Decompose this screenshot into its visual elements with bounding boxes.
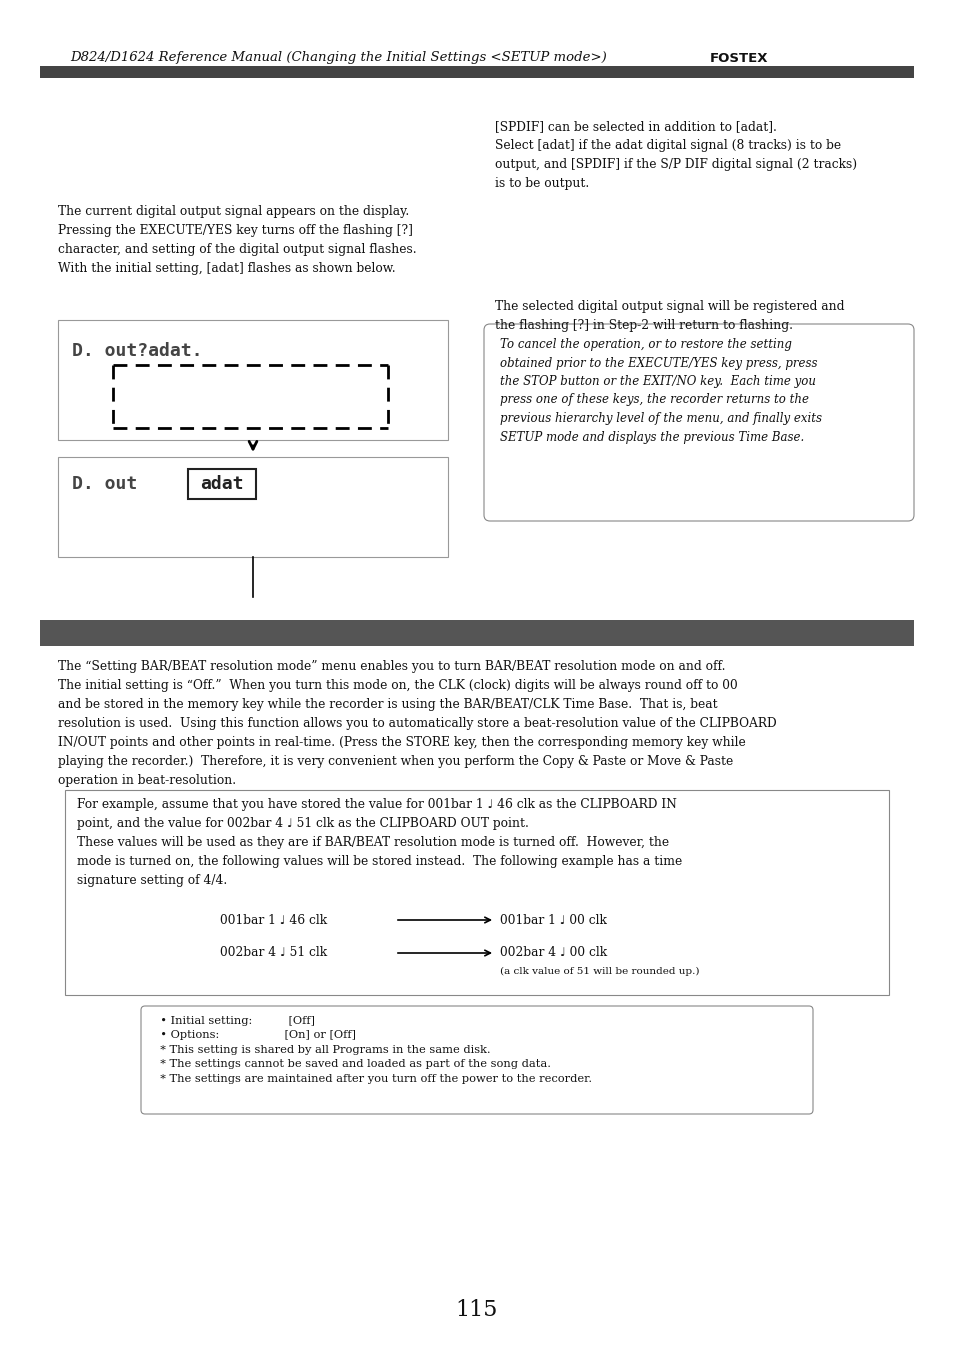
Bar bbox=[40, 66, 913, 78]
Text: To cancel the operation, or to restore the setting
obtained prior to the EXECUTE: To cancel the operation, or to restore t… bbox=[499, 338, 821, 443]
Text: 001bar 1 ♩ 46 clk: 001bar 1 ♩ 46 clk bbox=[220, 913, 327, 927]
Bar bbox=[65, 790, 888, 994]
Text: For example, assume that you have stored the value for 001bar 1 ♩ 46 clk as the : For example, assume that you have stored… bbox=[77, 798, 681, 888]
Bar bbox=[188, 469, 255, 499]
Text: The selected digital output signal will be registered and
the flashing [?] in St: The selected digital output signal will … bbox=[495, 300, 843, 332]
Bar bbox=[40, 620, 913, 646]
Text: D. out?adat.: D. out?adat. bbox=[71, 342, 202, 359]
Text: [SPDIF] can be selected in addition to [adat].
Select [adat] if the adat digital: [SPDIF] can be selected in addition to [… bbox=[495, 120, 856, 190]
Text: 002bar 4 ♩ 00 clk: 002bar 4 ♩ 00 clk bbox=[499, 947, 606, 959]
Text: 002bar 4 ♩ 51 clk: 002bar 4 ♩ 51 clk bbox=[220, 947, 327, 959]
Text: The current digital output signal appears on the display.
Pressing the EXECUTE/Y: The current digital output signal appear… bbox=[58, 205, 416, 276]
Text: (a clk value of 51 will be rounded up.): (a clk value of 51 will be rounded up.) bbox=[499, 966, 699, 975]
Bar bbox=[58, 457, 448, 557]
Text: • Initial setting:          [Off]
  • Options:                  [On] or [Off]
  : • Initial setting: [Off] • Options: [On]… bbox=[152, 1016, 592, 1084]
Text: D. out: D. out bbox=[71, 476, 137, 493]
Text: D824/D1624 Reference Manual (Changing the Initial Settings <SETUP mode>): D824/D1624 Reference Manual (Changing th… bbox=[70, 51, 610, 65]
FancyBboxPatch shape bbox=[483, 324, 913, 521]
Text: The “Setting BAR/BEAT resolution mode” menu enables you to turn BAR/BEAT resolut: The “Setting BAR/BEAT resolution mode” m… bbox=[58, 661, 776, 788]
FancyBboxPatch shape bbox=[141, 1006, 812, 1115]
Text: 001bar 1 ♩ 00 clk: 001bar 1 ♩ 00 clk bbox=[499, 913, 606, 927]
Bar bbox=[58, 320, 448, 440]
Text: 115: 115 bbox=[456, 1300, 497, 1321]
Text: adat: adat bbox=[200, 476, 244, 493]
Text: FOSTEX: FOSTEX bbox=[709, 51, 768, 65]
